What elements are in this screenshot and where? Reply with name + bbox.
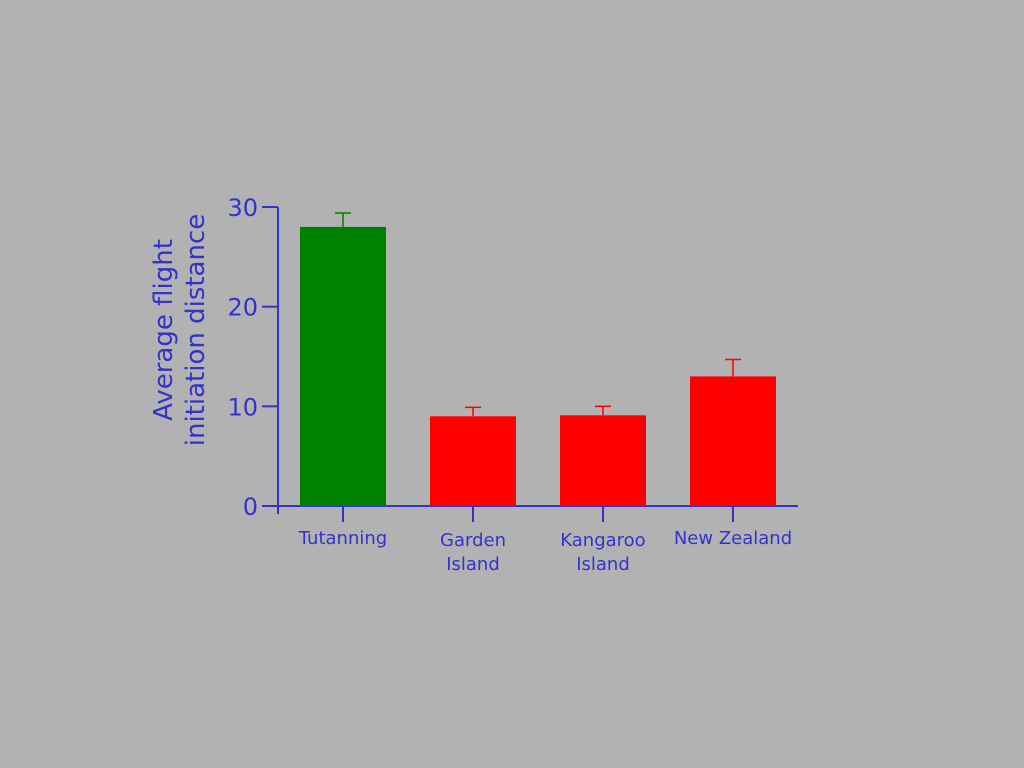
x-tick-label: Kangaroo Island <box>560 530 645 575</box>
y-tick-label: 30 <box>227 194 258 222</box>
bar <box>690 376 776 506</box>
bar <box>560 415 646 506</box>
y-axis-label: Average flightinitiation distance <box>149 214 211 447</box>
y-tick-label: 10 <box>227 393 258 421</box>
bar <box>300 226 386 506</box>
bar <box>430 416 516 506</box>
x-tick-label: Garden Island <box>440 530 506 575</box>
x-tick-label: New Zealand <box>674 528 792 549</box>
y-tick-label: 0 <box>243 493 258 521</box>
y-tick-label: 20 <box>227 294 258 322</box>
x-tick-label: Tutanning <box>298 528 387 549</box>
